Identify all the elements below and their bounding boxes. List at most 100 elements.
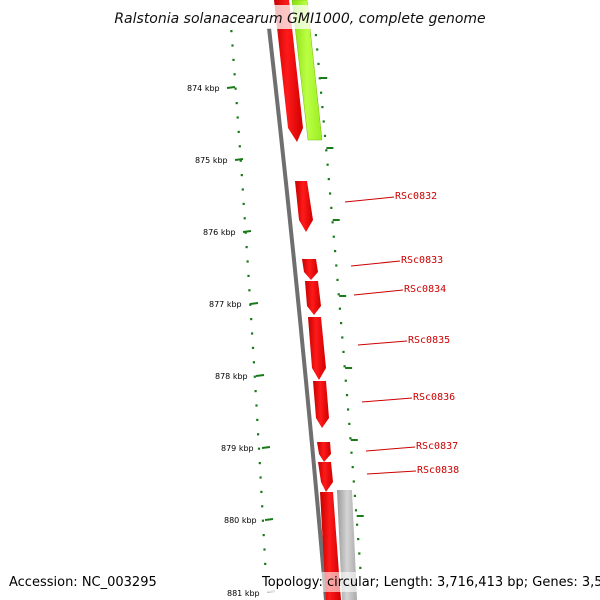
ruler-minor-tick [250, 318, 253, 321]
ruler-minor-tick [247, 274, 250, 277]
ruler-tick-874 [226, 86, 236, 89]
gene-arrow-rsc0838[interactable] [318, 462, 333, 492]
footer-backing [258, 572, 598, 592]
ruler-minor-tick [314, 34, 317, 37]
ruler-minor-tick [263, 548, 266, 551]
gene-labels: RSc0832 RSc0833 RSc0834 RSc0835 RSc0836 … [395, 191, 459, 476]
ruler-minor-tick [241, 188, 244, 191]
gene-label-rsc0832[interactable]: RSc0832 [395, 191, 437, 202]
ruler-minor-tick [257, 447, 261, 450]
ruler-minor-tick [322, 120, 325, 123]
ruler-tick-878 [255, 374, 265, 377]
ruler-minor-tick [352, 480, 355, 483]
ruler-minor-ticks-left [230, 30, 267, 565]
ruler-minor-tick [332, 235, 335, 238]
ruler-minor-tick [331, 221, 334, 224]
ruler-minor-tick [348, 422, 351, 425]
ruler-minor-tick [354, 509, 358, 512]
ruler-minor-tick [325, 149, 328, 152]
ruler-minor-tick [240, 174, 243, 177]
gene-arrow-rsc0833[interactable] [302, 259, 318, 280]
ruler-minor-tick [341, 336, 344, 339]
ruler-minor-tick [256, 418, 259, 421]
ruler-label-878: 878 kbp [215, 372, 248, 381]
ruler-minor-tick [252, 361, 255, 364]
gene-label-rsc0833[interactable]: RSc0833 [401, 255, 443, 266]
leader-rsc0838 [366, 470, 417, 475]
rna-feature[interactable] [291, 0, 323, 141]
ruler-minor-tick [327, 178, 330, 181]
ruler-label-874: 874 kbp [187, 84, 220, 93]
leader-rsc0832 [344, 196, 395, 203]
ruler-label-881: 881 kbp [227, 589, 260, 598]
ruler-minor-tick [347, 408, 350, 411]
genome-backbone [267, 27, 328, 600]
ruler-minor-tick [337, 293, 340, 296]
gene-label-rsc0838[interactable]: RSc0838 [417, 465, 459, 476]
ruler-minor-tick [349, 437, 352, 440]
ruler-minor-ticks-right [314, 34, 364, 569]
ruler-minor-tick [334, 250, 337, 253]
leader-rsc0834 [353, 289, 404, 296]
ruler-minor-tick [253, 375, 256, 378]
gene-arrow-rsc0832[interactable] [295, 181, 313, 232]
ruler-label-875: 875 kbp [195, 156, 228, 165]
ruler-minor-tick [231, 44, 234, 47]
ruler-minor-tick [359, 566, 362, 569]
genome-summary-text: Topology: circular; Length: 3,716,413 bp… [261, 575, 600, 590]
gene-label-rsc0836[interactable]: RSc0836 [413, 392, 455, 403]
gene-arrow-rsc0834[interactable] [305, 281, 321, 315]
ruler-minor-tick [343, 365, 346, 368]
ruler-minor-tick [350, 451, 353, 454]
ruler-minor-tick [260, 490, 263, 493]
ruler-minor-tick [329, 192, 332, 195]
gene-arrow-top[interactable] [274, 0, 303, 142]
leader-rsc0836 [361, 397, 413, 403]
gene-arrow-rsc0835[interactable] [308, 317, 326, 380]
gene-label-rsc0834[interactable]: RSc0834 [404, 284, 446, 295]
ruler-minor-tick [338, 307, 341, 310]
ruler-minor-tick [336, 278, 339, 281]
ruler-minor-tick [251, 346, 255, 349]
ruler-tick-879 [261, 446, 271, 449]
ruler-minor-tick [356, 523, 359, 526]
ruler-minor-tick [330, 206, 333, 209]
ruler-minor-tick [351, 466, 354, 469]
ruler-label-876: 876 kbp [203, 228, 236, 237]
ruler-minor-tick [232, 58, 235, 61]
ruler-minor-tick [236, 116, 239, 119]
feature-track [274, 0, 357, 600]
leader-rsc0833 [350, 260, 401, 267]
ruler-label-877: 877 kbp [209, 300, 242, 309]
ruler-minor-tick [335, 264, 338, 267]
ruler-minor-tick [254, 390, 257, 393]
ruler-minor-tick [238, 145, 241, 148]
ruler-minor-tick [345, 394, 349, 397]
map-title: Ralstonia solanacearum GMI1000, complete… [114, 11, 485, 27]
ruler-minor-tick [242, 202, 245, 205]
ruler-minor-tick [321, 106, 324, 109]
ruler-minor-tick [357, 538, 360, 541]
ruler-minor-tick [317, 62, 320, 65]
ruler-minor-tick [244, 231, 247, 234]
accession-text: Accession: NC_003295 [9, 575, 157, 590]
ruler-minor-tick [237, 130, 240, 133]
ruler-labels: 874 kbp 875 kbp 876 kbp 877 kbp 878 kbp … [187, 84, 260, 598]
gene-label-rsc0837[interactable]: RSc0837 [416, 441, 458, 452]
ruler-minor-tick [259, 476, 262, 479]
ruler-tick-880 [264, 518, 274, 521]
ruler-minor-tick [233, 73, 236, 76]
ruler-minor-tick [251, 332, 254, 335]
leader-rsc0837 [365, 446, 416, 452]
ruler-minor-tick [323, 134, 327, 137]
ruler-minor-tick [316, 48, 319, 51]
gene-arrow-rsc0837[interactable] [317, 442, 331, 462]
ruler-label-880: 880 kbp [224, 516, 257, 525]
ruler-minor-tick [257, 433, 260, 436]
gene-leader-lines [344, 196, 417, 475]
gene-label-rsc0835[interactable]: RSc0835 [408, 335, 450, 346]
gene-arrow-rsc0836[interactable] [313, 381, 329, 428]
ruler-minor-tick [340, 322, 343, 325]
ruler-tick-875 [234, 158, 244, 161]
ruler-minor-tick [230, 30, 233, 33]
